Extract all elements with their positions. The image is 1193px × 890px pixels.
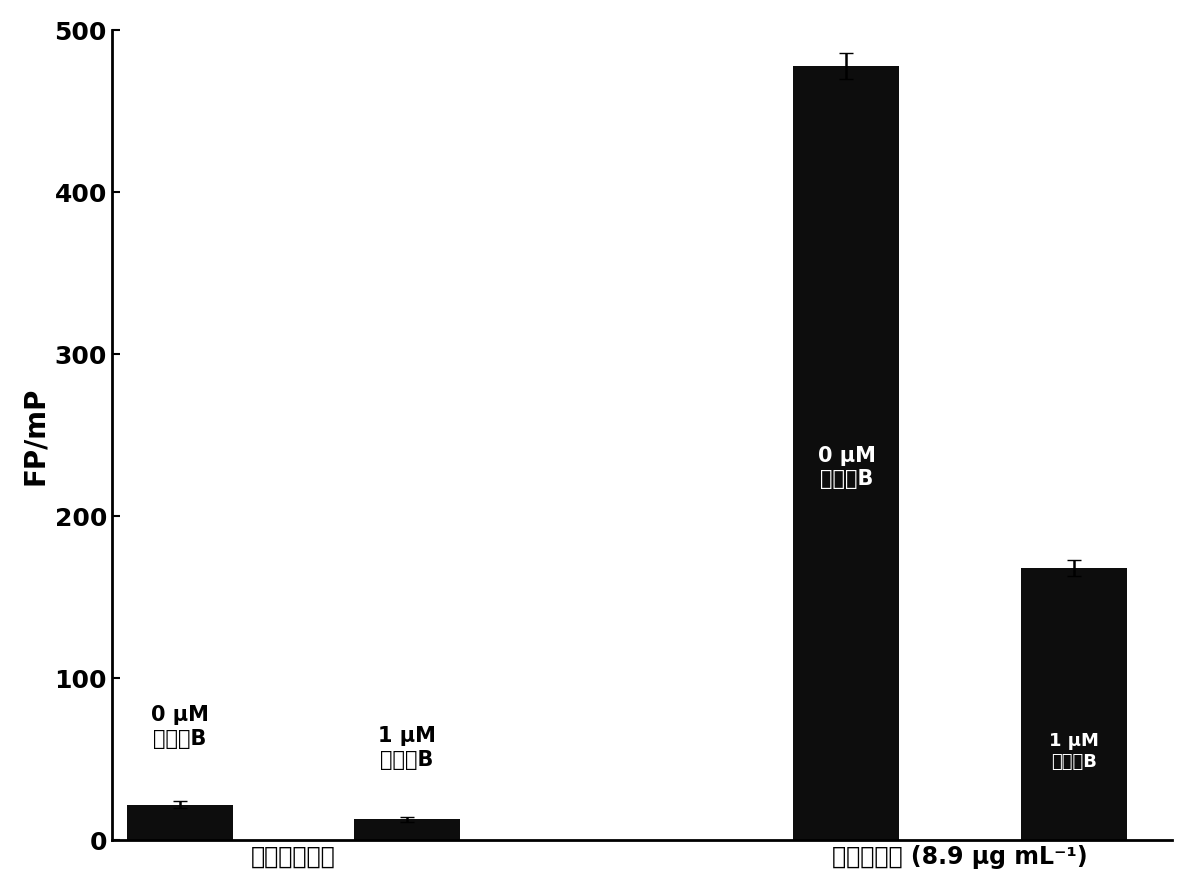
Y-axis label: FP/mP: FP/mP bbox=[20, 386, 49, 484]
Text: 0 μM
新霉素B: 0 μM 新霉素B bbox=[152, 705, 209, 748]
Text: 1 μM
新霉素B: 1 μM 新霉素B bbox=[1049, 732, 1099, 771]
Bar bbox=[126, 805, 233, 840]
Text: 1 μM
新霉素B: 1 μM 新霉素B bbox=[378, 726, 437, 770]
Bar bbox=[1021, 568, 1126, 840]
Bar bbox=[793, 66, 900, 840]
Bar bbox=[354, 820, 460, 840]
Text: 0 μM
新霉素B: 0 μM 新霉素B bbox=[817, 446, 876, 490]
